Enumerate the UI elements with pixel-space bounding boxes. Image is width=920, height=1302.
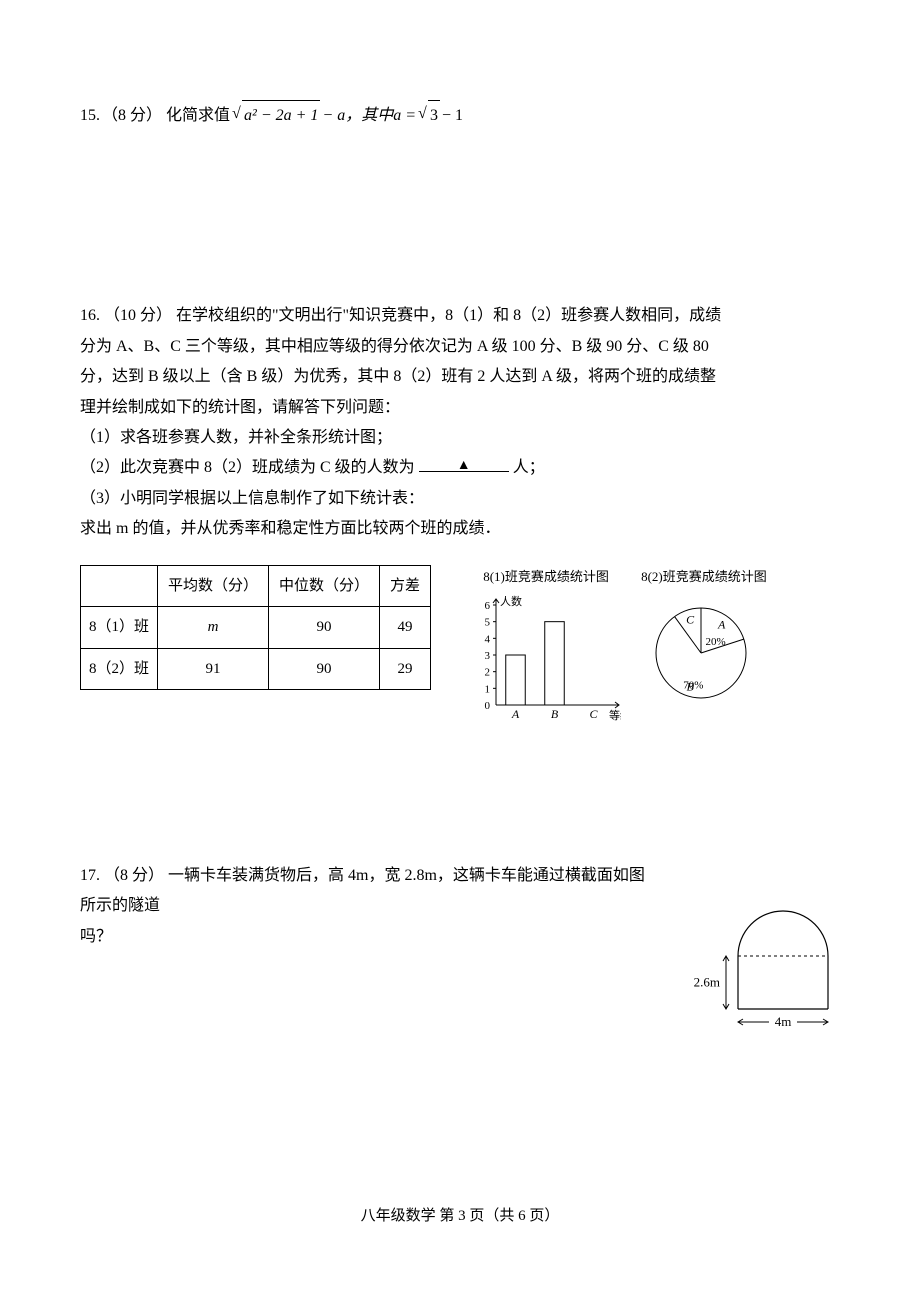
svg-text:等级: 等级 <box>609 708 621 722</box>
q17-number: 17. <box>80 867 100 884</box>
bar-chart-wrap: 8(1)班竞赛成绩统计图 0 1 2 3 4 5 6 人数等级 A B C <box>471 565 621 731</box>
q16-blank-marker: ▲ <box>419 453 509 480</box>
svg-text:0: 0 <box>485 700 491 712</box>
svg-text:2.6m: 2.6m <box>694 975 720 990</box>
q16-item3b: 求出 m 的值，并从优秀率和稳定性方面比较两个班的成绩． <box>80 514 840 544</box>
svg-text:3: 3 <box>485 650 491 662</box>
q15-points: （8 分） <box>102 101 162 131</box>
pie-chart-title: 8(2)班竞赛成绩统计图 <box>641 565 767 590</box>
svg-text:70%: 70% <box>683 680 703 692</box>
q16-para-a: 在学校组织的"文明出行"知识竞赛中，8（1）和 8（2）班参赛人数相同，成绩 <box>176 307 721 324</box>
svg-text:A: A <box>717 618 726 632</box>
row1-c3: 49 <box>380 607 431 649</box>
q16-para-c: 分，达到 B 级以上（含 B 级）为优秀，其中 8（2）班有 2 人达到 A 级… <box>80 362 840 392</box>
q16-blank: ▲ <box>419 455 509 472</box>
svg-text:4: 4 <box>485 634 491 646</box>
row1-c2: 90 <box>269 607 380 649</box>
svg-text:6: 6 <box>485 600 491 612</box>
pie-chart-wrap: 8(2)班竞赛成绩统计图 A20%B70%C <box>641 565 767 731</box>
svg-text:2: 2 <box>485 667 491 679</box>
row2-c3: 29 <box>380 648 431 690</box>
svg-text:5: 5 <box>485 617 491 629</box>
row2-c1: 91 <box>158 648 269 690</box>
row2-label: 8（2）班 <box>81 648 158 690</box>
row1-label: 8（1）班 <box>81 607 158 649</box>
q15: 15. （8 分） 化简求值 a² − 2a + 1 − a，其中 a = 3 … <box>80 100 840 131</box>
row2-c2: 90 <box>269 648 380 690</box>
q16: 16. （10 分） 在学校组织的"文明出行"知识竞赛中，8（1）和 8（2）班… <box>80 301 840 731</box>
q15-pretext: 化简求值 <box>166 101 230 131</box>
q16-points: （10 分） <box>104 307 172 324</box>
q15-sqrt2: 3 <box>416 100 442 131</box>
svg-text:4m: 4m <box>775 1014 792 1029</box>
table-row: 8（2）班 91 90 29 <box>81 648 431 690</box>
pie-chart: A20%B70%C <box>641 593 761 713</box>
q16-para-b: 分为 A、B、C 三个等级，其中相应等级的得分依次记为 A 级 100 分、B … <box>80 332 840 362</box>
q15-number: 15. <box>80 101 100 131</box>
table-row: 8（1）班 m 90 49 <box>81 607 431 649</box>
th-median: 中位数（分） <box>269 565 380 607</box>
tunnel-svg: 2.6m 4m <box>690 891 840 1031</box>
row1-c1: m <box>158 607 269 649</box>
svg-text:A: A <box>511 707 520 721</box>
q15-sqrt1: a² − 2a + 1 <box>230 100 322 131</box>
stats-table: 平均数（分） 中位数（分） 方差 8（1）班 m 90 49 8（2）班 91 … <box>80 565 431 691</box>
q16-item2: （2）此次竞赛中 8（2）班成绩为 C 级的人数为 ▲ 人； <box>80 453 840 483</box>
q16-item1: （1）求各班参赛人数，并补全条形统计图； <box>80 423 840 453</box>
th-variance: 方差 <box>380 565 431 607</box>
charts: 8(1)班竞赛成绩统计图 0 1 2 3 4 5 6 人数等级 A B C 8(2)班竞赛成绩统计图… <box>471 565 767 731</box>
q17-text-b: 吗？ <box>80 922 660 952</box>
q15-rhs-sqrt: 3 <box>428 100 440 131</box>
bar-chart: 0 1 2 3 4 5 6 人数等级 A B C <box>471 593 621 723</box>
q16-item3: （3）小明同学根据以上信息制作了如下统计表： <box>80 484 840 514</box>
bar-chart-title: 8(1)班竞赛成绩统计图 <box>471 565 621 590</box>
q15-mid: − a，其中 <box>322 101 393 131</box>
tunnel-figure: 2.6m 4m <box>690 891 840 1042</box>
svg-text:B: B <box>551 707 559 721</box>
q16-para-d: 理并绘制成如下的统计图，请解答下列问题： <box>80 393 840 423</box>
page-footer: 八年级数学 第 3 页（共 6 页） <box>80 1202 840 1231</box>
svg-text:人数: 人数 <box>500 595 522 608</box>
q16-item2-b: 人； <box>513 459 545 476</box>
svg-text:C: C <box>590 707 599 721</box>
q17: 17. （8 分） 一辆卡车装满货物后，高 4m，宽 2.8m，这辆卡车能通过横… <box>80 861 840 1042</box>
q15-rhs-a: a = <box>393 101 416 131</box>
table-header-row: 平均数（分） 中位数（分） 方差 <box>81 565 431 607</box>
th-blank <box>81 565 158 607</box>
svg-text:1: 1 <box>485 684 491 696</box>
q16-item2-a: （2）此次竞赛中 8（2）班成绩为 C 级的人数为 <box>80 459 415 476</box>
svg-text:C: C <box>686 613 695 627</box>
q15-rhs-tail: − 1 <box>442 101 463 131</box>
q17-text-a: 一辆卡车装满货物后，高 4m，宽 2.8m，这辆卡车能通过横截面如图所示的隧道 <box>80 867 645 914</box>
th-mean: 平均数（分） <box>158 565 269 607</box>
q17-points: （8 分） <box>104 867 164 884</box>
q16-number: 16. <box>80 307 100 324</box>
q15-radicand: a² − 2a + 1 <box>242 100 320 131</box>
